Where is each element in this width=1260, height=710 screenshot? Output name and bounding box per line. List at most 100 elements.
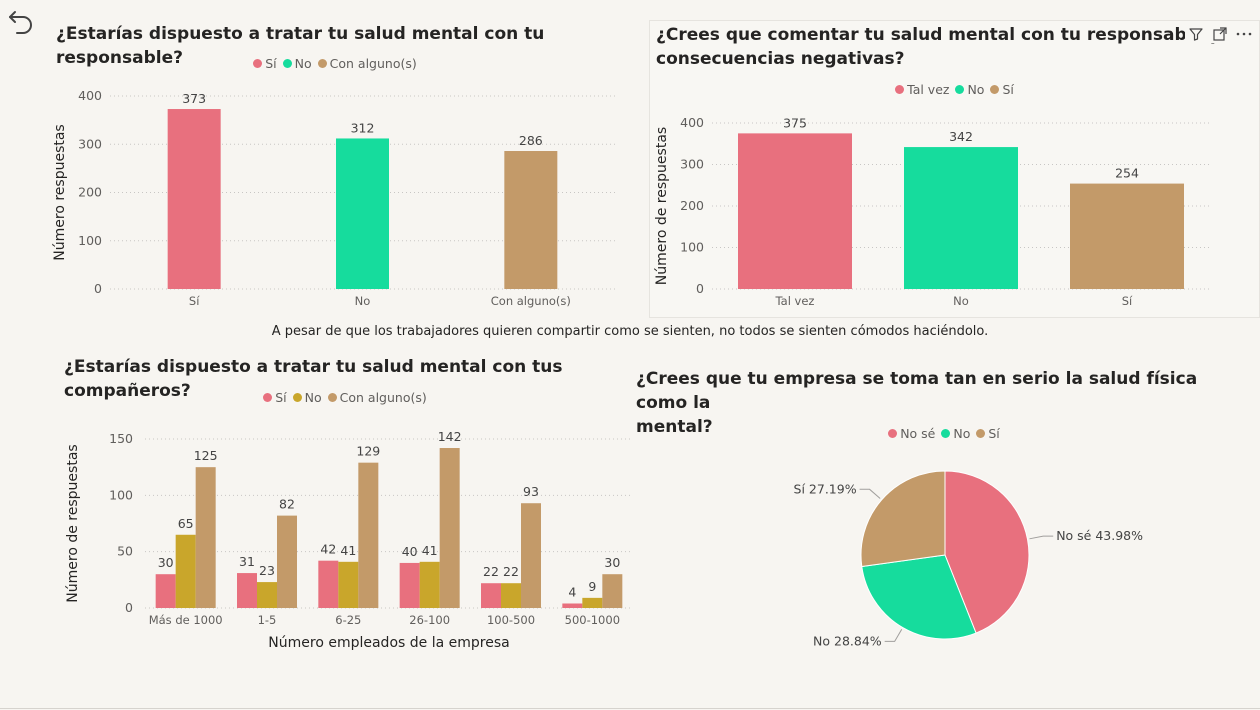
legend-label: Sí	[275, 390, 287, 405]
data-label: 82	[279, 497, 295, 512]
data-label: 312	[351, 120, 375, 135]
chart-legend[interactable]: Tal vez No Sí	[650, 82, 1259, 97]
legend-marker	[292, 393, 302, 402]
bar	[439, 448, 460, 608]
data-label: 40	[402, 544, 418, 559]
legend-item[interactable]: No	[941, 426, 970, 441]
bar	[318, 560, 339, 608]
data-label: 30	[158, 555, 174, 570]
x-tick-label: Con alguno(s)	[491, 294, 571, 308]
bar	[277, 515, 297, 608]
legend-item[interactable]: No	[955, 82, 984, 97]
data-label: 375	[783, 115, 807, 130]
legend-label: Sí	[988, 426, 1000, 441]
legend-label: Sí	[1002, 82, 1014, 97]
data-label: 129	[356, 444, 380, 459]
x-tick-label: 6-25	[335, 613, 361, 627]
bar-chart-svg: 0 100 200 300 400 Número respuestas 373 Sí 312 No…	[52, 88, 615, 308]
bar	[358, 462, 379, 608]
legend-item[interactable]: No	[292, 390, 322, 405]
y-tick-label: 400	[78, 88, 102, 103]
y-tick-label: 100	[78, 233, 102, 248]
x-tick-label: 100-500	[487, 613, 535, 627]
x-tick-label: No	[953, 294, 969, 308]
legend-marker	[895, 85, 905, 94]
bar	[1070, 183, 1184, 289]
chart-title-line-2: mental?	[636, 417, 713, 437]
legend-item[interactable]: Sí	[253, 56, 277, 71]
x-tick-label: 500-1000	[565, 613, 620, 627]
chart-panel-salud-fisica[interactable]: ¿Crees que tu empresa se toma tan en ser…	[630, 365, 1258, 665]
clustered-bar-chart-svg: 0 50 100 150 Número de respuestas Número empl…	[65, 429, 633, 651]
y-axis-title: Número respuestas	[52, 124, 68, 260]
chart-title: ¿Estarías dispuesto a tratar tu salud me…	[56, 24, 545, 68]
page-bottom-border	[0, 708, 1260, 709]
legend-item[interactable]: No sé	[888, 426, 935, 441]
legend-label: Tal vez	[907, 82, 950, 97]
y-tick-label: 50	[117, 544, 133, 559]
filter-icon[interactable]	[1187, 25, 1205, 43]
chart-legend[interactable]: Sí No Con alguno(s)	[50, 56, 620, 71]
legend-marker	[941, 429, 951, 438]
focus-mode-icon[interactable]	[1211, 25, 1229, 43]
bar	[582, 597, 603, 608]
y-tick-label: 100	[680, 240, 704, 255]
legend-label: Con alguno(s)	[329, 56, 417, 71]
data-label: 42	[320, 542, 336, 557]
y-tick-label: 150	[109, 431, 133, 446]
legend-marker	[263, 393, 273, 402]
y-tick-label: 200	[78, 185, 102, 200]
bar	[155, 574, 176, 608]
data-label: 286	[519, 133, 543, 148]
bar	[521, 503, 541, 608]
chart-panel-consecuencias[interactable]: ¿Crees que comentar tu salud mental con …	[649, 20, 1260, 318]
bar	[501, 583, 521, 608]
y-tick-label: 400	[680, 115, 704, 130]
chart-panel-responsable[interactable]: ¿Estarías dispuesto a tratar tu salud me…	[50, 16, 620, 316]
bar	[175, 534, 196, 608]
legend-item[interactable]: Con alguno(s)	[317, 56, 417, 71]
legend-item[interactable]: Tal vez	[895, 82, 949, 97]
legend-marker	[317, 59, 327, 68]
legend-marker	[955, 85, 965, 94]
pie-chart-svg: No sé 43.98% No 28.84% Sí 27.19%	[794, 470, 1143, 648]
data-label: 4	[568, 584, 576, 599]
data-label: No 28.84%	[813, 633, 882, 648]
data-label: 9	[588, 579, 596, 594]
legend-item[interactable]: Sí	[976, 426, 1000, 441]
bar	[399, 562, 420, 608]
x-tick-label: No	[355, 294, 371, 308]
data-label: 22	[503, 564, 519, 579]
x-tick-label: Sí	[189, 294, 200, 308]
chart-legend[interactable]: No sé No Sí	[630, 426, 1258, 441]
x-tick-label: 1-5	[258, 613, 277, 627]
legend-item[interactable]: Sí	[990, 82, 1014, 97]
bar	[257, 582, 277, 608]
pie-slice	[944, 470, 1030, 634]
chart-panel-companeros[interactable]: ¿Estarías dispuesto a tratar tu salud me…	[55, 350, 635, 660]
legend-item[interactable]: Con alguno(s)	[327, 390, 427, 405]
back-arrow-icon[interactable]	[6, 6, 36, 36]
data-label: 30	[604, 555, 620, 570]
chart-title: ¿Estarías dispuesto a tratar tu salud me…	[64, 357, 563, 401]
legend-marker	[282, 59, 292, 68]
legend-marker	[976, 429, 986, 438]
data-label: 22	[483, 564, 499, 579]
legend-item[interactable]: Sí	[263, 390, 287, 405]
legend-item[interactable]: No	[282, 56, 312, 71]
data-label: 254	[1115, 166, 1139, 181]
bar	[738, 133, 852, 289]
chart-legend[interactable]: Sí No Con alguno(s)	[55, 390, 635, 405]
more-options-icon[interactable]	[1235, 25, 1253, 43]
legend-label: No	[304, 390, 322, 405]
data-label: 23	[259, 563, 275, 578]
legend-marker	[888, 429, 898, 438]
chart-title-line-1: ¿Crees que tu empresa se toma tan en ser…	[636, 369, 1198, 413]
chart-title: ¿Crees que comentar tu salud mental con …	[656, 23, 1216, 71]
data-label: 41	[340, 543, 356, 558]
y-axis-title: Número de respuestas	[654, 127, 670, 285]
leader-line	[859, 488, 881, 499]
y-axis-title: Número de respuestas	[65, 444, 81, 602]
x-tick-label: Más de 1000	[149, 613, 223, 627]
x-tick-label: Tal vez	[775, 294, 815, 308]
